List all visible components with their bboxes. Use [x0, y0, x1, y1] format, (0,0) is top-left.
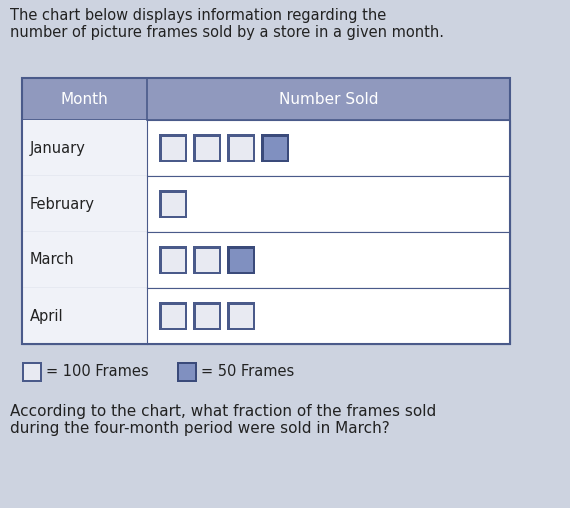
Bar: [22, 78, 510, 344]
Text: According to the chart, what fraction of the frames sold
during the four-month p: According to the chart, what fraction of…: [10, 404, 436, 436]
Bar: [196, 248, 218, 271]
Text: February: February: [30, 197, 95, 211]
Bar: [159, 134, 187, 162]
Bar: [22, 120, 147, 176]
Text: January: January: [30, 141, 86, 155]
Bar: [22, 120, 510, 176]
Bar: [177, 362, 197, 382]
Text: Month: Month: [60, 91, 108, 107]
Bar: [179, 364, 195, 380]
Bar: [193, 246, 221, 274]
Bar: [230, 304, 253, 328]
Bar: [22, 362, 42, 382]
Bar: [230, 137, 253, 160]
Bar: [196, 304, 218, 328]
Bar: [230, 248, 253, 271]
Bar: [161, 193, 185, 215]
Text: = 50 Frames: = 50 Frames: [201, 365, 294, 379]
Bar: [22, 176, 147, 232]
Bar: [161, 304, 185, 328]
Text: = 100 Frames: = 100 Frames: [46, 365, 149, 379]
Bar: [196, 137, 218, 160]
Bar: [159, 190, 187, 218]
Bar: [159, 246, 187, 274]
Text: March: March: [30, 252, 75, 268]
Bar: [22, 232, 147, 288]
Text: The chart below displays information regarding the
number of picture frames sold: The chart below displays information reg…: [10, 8, 444, 41]
Bar: [227, 302, 255, 330]
Bar: [161, 248, 185, 271]
Text: Number Sold: Number Sold: [279, 91, 378, 107]
Bar: [193, 302, 221, 330]
Bar: [22, 232, 510, 288]
Bar: [261, 134, 289, 162]
Bar: [263, 137, 287, 160]
Bar: [22, 176, 510, 232]
Bar: [227, 246, 255, 274]
Bar: [24, 364, 40, 380]
Bar: [22, 288, 147, 344]
Text: April: April: [30, 308, 64, 324]
Bar: [227, 134, 255, 162]
Bar: [161, 137, 185, 160]
Bar: [159, 302, 187, 330]
Bar: [193, 134, 221, 162]
Bar: [22, 288, 510, 344]
Bar: [22, 78, 510, 120]
